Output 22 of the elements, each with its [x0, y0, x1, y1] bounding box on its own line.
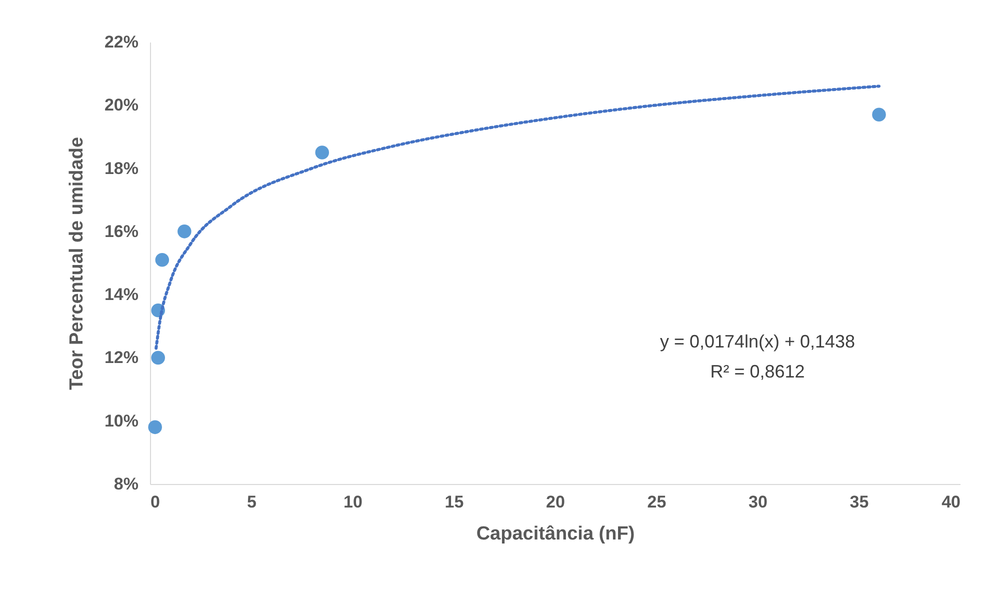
y-tick-label: 8%: [114, 474, 138, 494]
y-tick-label: 18%: [104, 158, 138, 178]
x-tick-label: 5: [247, 492, 256, 512]
x-tick-label: 40: [942, 492, 960, 512]
annotation: R² = 0,8612: [710, 362, 805, 382]
x-tick-label: 20: [546, 492, 565, 512]
x-axis-title: Capacitância (nF): [476, 524, 635, 544]
y-tick-label: 20%: [104, 96, 138, 115]
x-tick-label: 30: [748, 492, 768, 512]
x-tick-label: 10: [344, 492, 362, 512]
y-axis-title: Teor Percentual de umidade: [66, 136, 88, 390]
y-tick-label: 12%: [104, 348, 138, 368]
y-tick-label: 16%: [104, 222, 138, 241]
x-tick-label: 25: [647, 492, 666, 512]
y-tick-label: 14%: [104, 285, 138, 304]
x-tick-label: 35: [850, 492, 869, 512]
x-tick-label: 0: [150, 492, 160, 512]
x-tick-label: 15: [444, 492, 464, 512]
y-tick-label: 22%: [104, 32, 138, 52]
line-series: [154, 84, 880, 350]
y-tick-label: 10%: [104, 411, 138, 430]
annotation: y = 0,0174ln(x) + 0,1438: [660, 332, 856, 352]
